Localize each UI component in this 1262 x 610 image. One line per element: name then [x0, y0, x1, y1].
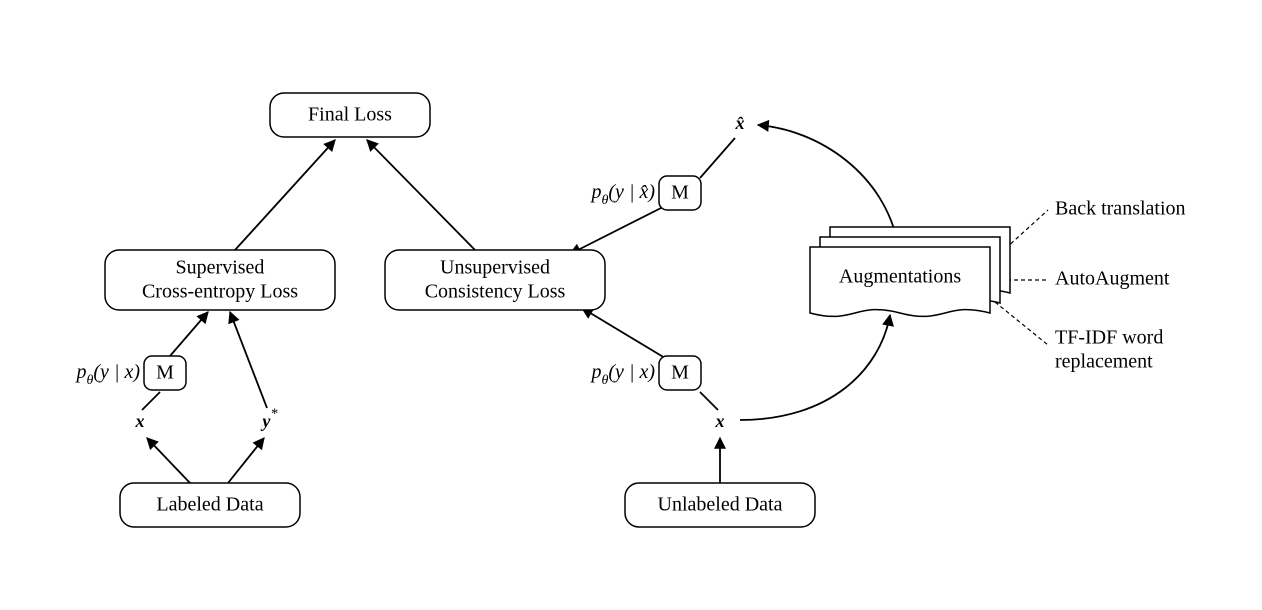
node-label-sup_loss-l1: Supervised	[176, 257, 265, 279]
sup-to-final	[235, 140, 335, 250]
math-p_right: pθ(y | x)	[589, 361, 655, 388]
augmentations-label: Augmentations	[839, 266, 961, 288]
unsup-to-final	[367, 140, 475, 250]
node-sup_loss: SupervisedCross-entropy Loss	[105, 250, 335, 310]
augmentation-list: Back translation AutoAugment TF-IDF wordre…	[1055, 198, 1186, 373]
m-left-to-sup	[170, 312, 208, 356]
var-x_right: x	[715, 411, 725, 431]
node-label-unsup_loss-l1: Unsupervised	[440, 257, 550, 279]
labeled-to-x	[147, 438, 190, 483]
node-label-labeled_data: Labeled Data	[156, 494, 263, 516]
node-label-m_right: M	[671, 362, 689, 384]
xhat-to-mtop	[700, 138, 735, 178]
aug-item-2-l2: replacement	[1055, 351, 1153, 373]
node-label-m_top: M	[671, 182, 689, 204]
aug-to-tfidf	[995, 302, 1048, 345]
nodes: Final Loss SupervisedCross-entropy Loss Un…	[105, 93, 815, 527]
aug-item-2-l1: TF-IDF word	[1055, 327, 1163, 349]
mright-to-unsup	[582, 308, 665, 358]
mtop-to-unsup	[570, 206, 665, 254]
node-label-sup_loss-l2: Cross-entropy Loss	[142, 281, 298, 303]
node-m_right: M	[659, 356, 701, 390]
node-label-unsup_loss-l2: Consistency Loss	[425, 281, 566, 303]
xright-to-aug	[740, 315, 890, 420]
node-unsup_loss: UnsupervisedConsistency Loss	[385, 250, 605, 310]
math-p_top: pθ(y | x̂)	[589, 181, 655, 208]
var-y_star: y*	[260, 406, 278, 431]
node-m_top: M	[659, 176, 701, 210]
labeled-to-ystar	[228, 438, 264, 483]
aug-item-0: Back translation	[1055, 198, 1186, 220]
augmentations-node: Augmentations	[810, 227, 1010, 316]
var-x_left: x	[135, 411, 145, 431]
node-final_loss: Final Loss	[270, 93, 430, 137]
var-x_hat: x̂	[735, 113, 745, 133]
ystar-to-sup	[230, 312, 267, 408]
xright-to-mright	[700, 392, 718, 410]
node-m_left: M	[144, 356, 186, 390]
node-labeled_data: Labeled Data	[120, 483, 300, 527]
node-label-m_left: M	[156, 362, 174, 384]
node-label-unlabeled_data: Unlabeled Data	[658, 494, 783, 516]
aug-item-1: AutoAugment	[1055, 268, 1170, 290]
xleft-to-mleft	[142, 392, 160, 410]
math-p_left: pθ(y | x)	[74, 361, 140, 388]
node-unlabeled_data: Unlabeled Data	[625, 483, 815, 527]
node-label-final_loss: Final Loss	[308, 104, 392, 126]
